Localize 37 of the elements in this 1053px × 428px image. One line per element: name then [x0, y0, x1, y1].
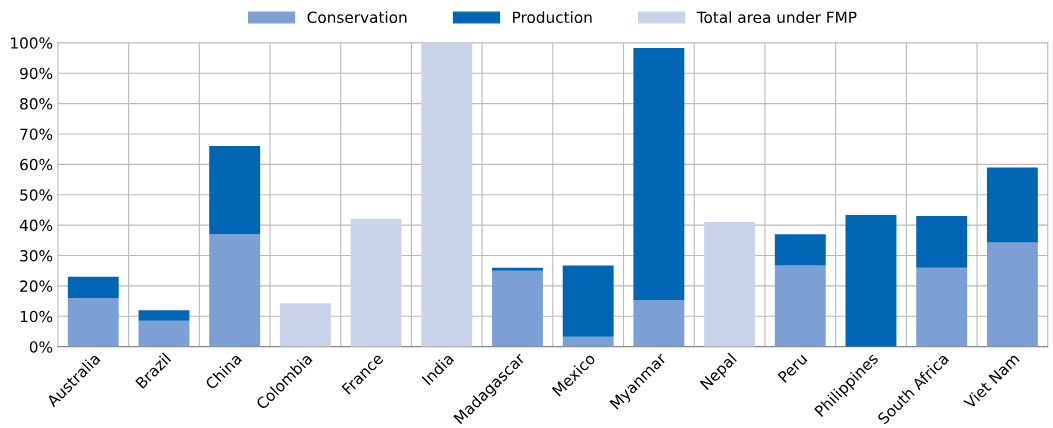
- bar: [350, 219, 402, 347]
- bar: [279, 303, 331, 347]
- bar: [492, 267, 543, 271]
- y-tick-label: 90%: [20, 67, 53, 80]
- y-tick-label: 40%: [19, 219, 53, 232]
- bar: [774, 234, 826, 266]
- y-tick-label: 100%: [11, 37, 53, 49]
- legend-label: Production: [513, 11, 592, 24]
- bar: [421, 42, 473, 347]
- bar: [845, 215, 897, 347]
- bar: [138, 320, 190, 347]
- bar: [562, 265, 614, 337]
- y-tick-label: 30%: [20, 249, 53, 262]
- y-tick-label: 70%: [20, 128, 53, 140]
- y-tick-label: 50%: [20, 189, 53, 201]
- bar: [986, 167, 1038, 243]
- y-tick-label: 10%: [20, 310, 53, 323]
- y-tick-label: 60%: [20, 158, 53, 171]
- bar: [986, 242, 1038, 347]
- bar: [138, 310, 190, 321]
- bar: [633, 300, 685, 347]
- bar: [774, 265, 826, 347]
- bar: [209, 234, 261, 347]
- bar: [492, 270, 543, 347]
- legend-label: Total area under FMP: [696, 11, 857, 24]
- bar: [916, 216, 968, 268]
- y-tick-label: 0%: [29, 341, 53, 353]
- bar: [67, 298, 119, 347]
- legend-label: Conservation: [307, 11, 407, 24]
- bar: [704, 222, 756, 347]
- y-tick-label: 20%: [20, 280, 53, 292]
- y-tick-label: 80%: [20, 98, 53, 110]
- bar: [633, 47, 685, 301]
- bar: [209, 146, 261, 235]
- bar: [562, 336, 614, 347]
- bar: [916, 267, 968, 347]
- bar: [67, 276, 119, 299]
